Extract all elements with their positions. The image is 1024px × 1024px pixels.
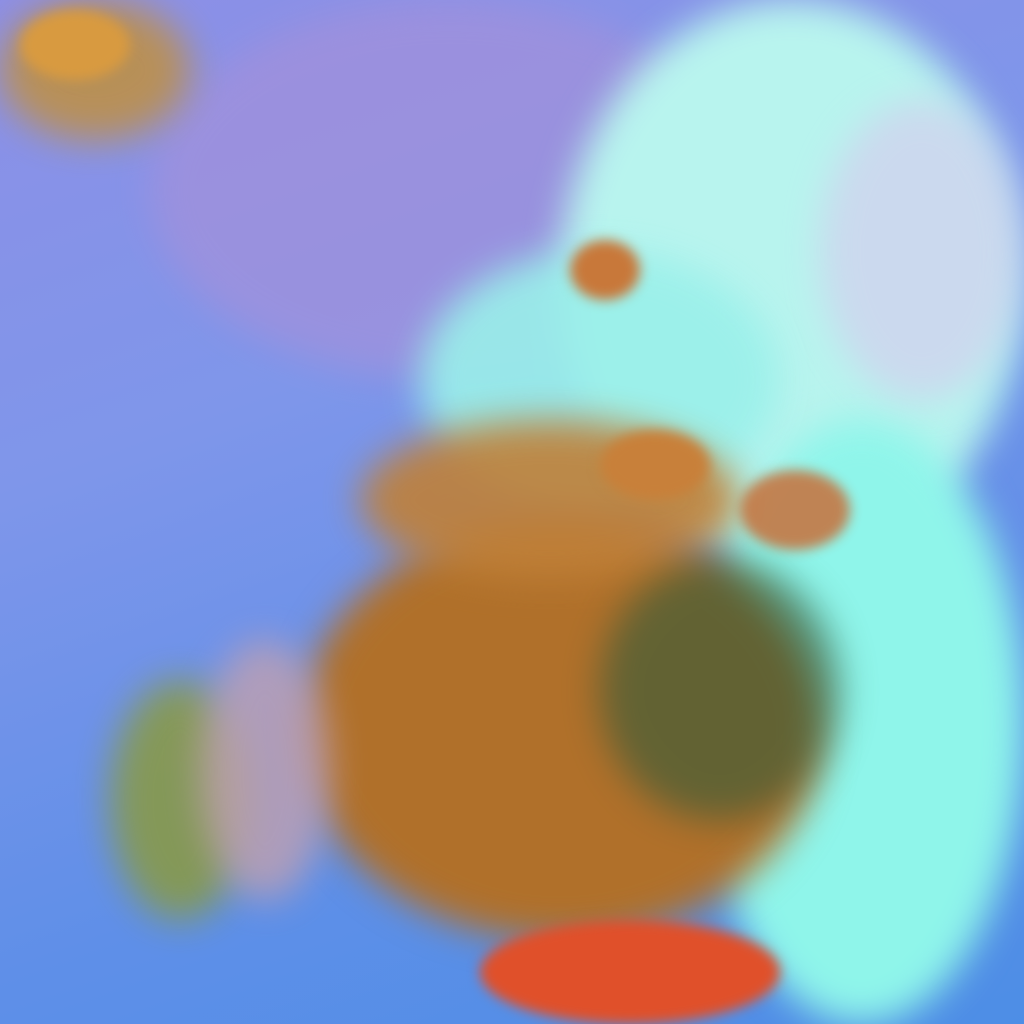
orange-patch-3 (740, 470, 850, 550)
hot-landmass-south (480, 920, 780, 1024)
orange-patch-2 (600, 430, 710, 500)
cloud-pinkish-northeast (820, 100, 1024, 400)
orange-patch-1 (570, 240, 640, 300)
dark-vegetation-edge (600, 560, 840, 820)
speckled-coast (200, 640, 330, 900)
island-northwest-core (20, 10, 130, 80)
